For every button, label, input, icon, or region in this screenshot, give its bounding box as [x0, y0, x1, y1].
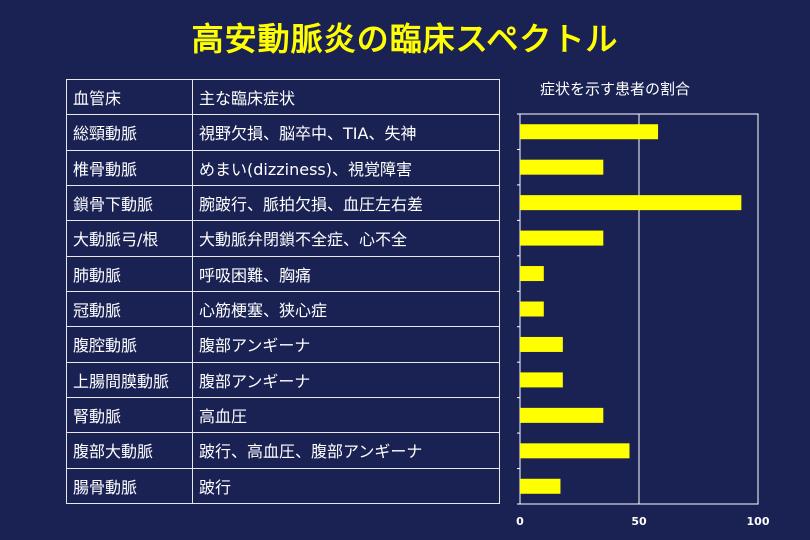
bar — [520, 301, 544, 317]
vessel-cell: 腸骨動脈 — [66, 467, 193, 505]
vessel-cell: 肺動脈 — [66, 255, 193, 292]
x-tick-label: 50 — [631, 515, 647, 528]
bar — [520, 159, 604, 175]
vessel-cell: 血管床 — [66, 78, 193, 116]
clinical-table: 血管床 主な臨床症状 総頸動脈 視野欠損、脳卒中、TIA、失神 椎骨動脈 めまい(dizz… — [66, 78, 500, 505]
page-title: 高安動脈炎の臨床スペクトル — [191, 20, 619, 58]
table-row: 椎骨動脈 めまい(dizziness)、視覚障害 — [66, 149, 500, 186]
vessel-cell: 椎骨動脈 — [66, 149, 193, 186]
x-tick-label: 100 — [747, 515, 770, 528]
table-row: 上腸間膜動脈 腹部アンギーナ — [66, 361, 500, 398]
bar — [520, 195, 742, 211]
symptom-cell: 高血圧 — [192, 396, 500, 434]
table-row: 肺動脈 呼吸困難、胸痛 — [66, 255, 500, 292]
vessel-cell: 大動脈弓/根 — [66, 220, 193, 257]
symptom-cell: 主な臨床症状 — [192, 78, 500, 116]
symptom-cell: 呼吸困難、胸痛 — [192, 255, 500, 292]
bar — [520, 407, 604, 423]
vessel-cell: 鎖骨下動脈 — [66, 184, 193, 222]
table-row: 腹腔動脈 腹部アンギーナ — [66, 326, 500, 363]
bar — [520, 443, 630, 459]
table-row: 腸骨動脈 跛行 — [66, 467, 500, 505]
vessel-cell: 冠動脈 — [66, 290, 193, 328]
bar — [520, 336, 563, 352]
table-row: 腎動脈 高血圧 — [66, 396, 500, 434]
vessel-cell: 総頸動脈 — [66, 114, 193, 151]
vessel-cell: 上腸間膜動脈 — [66, 361, 193, 398]
table-row: 腹部大動脈 跛行、高血圧、腹部アンギーナ — [66, 432, 500, 469]
symptom-cell: 跛行 — [192, 467, 500, 505]
bar — [520, 478, 561, 494]
table-row: 冠動脈 心筋梗塞、狭心症 — [66, 290, 500, 328]
symptom-cell: 心筋梗塞、狭心症 — [192, 290, 500, 328]
bar — [520, 266, 544, 282]
bar — [520, 372, 563, 388]
symptom-cell: 腹部アンギーナ — [192, 361, 500, 398]
table-row: 鎖骨下動脈 腕跛行、脈拍欠損、血圧左右差 — [66, 184, 500, 222]
symptom-cell: 跛行、高血圧、腹部アンギーナ — [192, 432, 500, 469]
symptom-cell: めまい(dizziness)、視覚障害 — [192, 149, 500, 186]
chart-title: 症状を示す患者の割合 — [540, 80, 691, 98]
symptom-cell: 腹部アンギーナ — [192, 326, 500, 363]
symptom-cell: 大動脈弁閉鎖不全症、心不全 — [192, 220, 500, 257]
bar — [520, 124, 659, 140]
table-header-row: 血管床 主な臨床症状 — [66, 78, 500, 116]
x-tick-label: 0 — [516, 515, 524, 528]
bar — [520, 230, 604, 246]
table-row: 大動脈弓/根 大動脈弁閉鎖不全症、心不全 — [66, 220, 500, 257]
